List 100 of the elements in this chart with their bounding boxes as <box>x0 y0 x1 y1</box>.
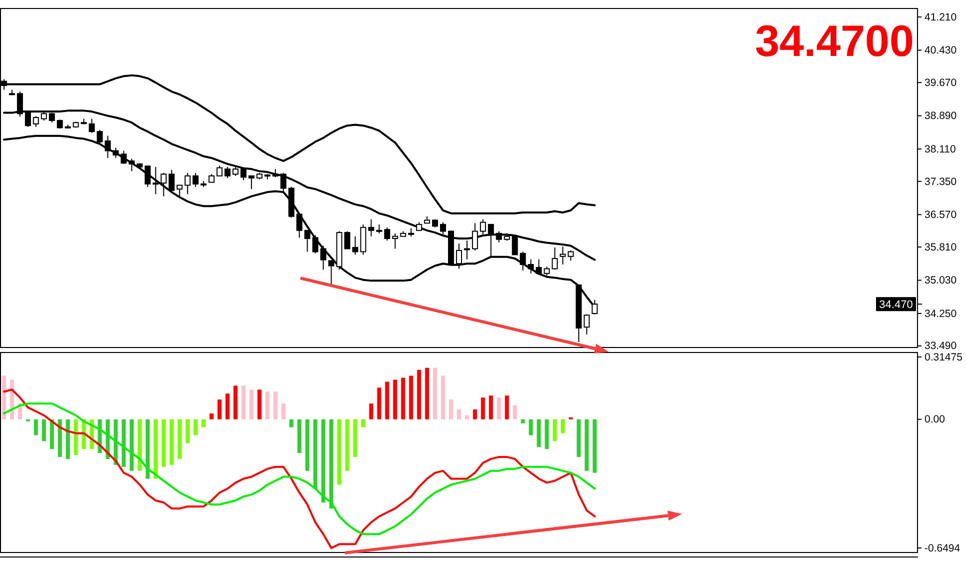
bar <box>464 415 469 420</box>
bar <box>512 405 517 420</box>
candlestick <box>248 175 254 190</box>
bar <box>138 419 142 471</box>
line-series <box>2 388 596 550</box>
y-tick-label: 39.670 <box>924 76 957 89</box>
bar <box>154 419 158 479</box>
bar <box>377 388 382 420</box>
candlestick <box>312 234 318 254</box>
y-tick-label: 33.490 <box>924 340 957 352</box>
annotation: 34.4700 <box>754 17 914 66</box>
candlestick <box>88 118 95 134</box>
bar <box>2 376 6 420</box>
candlestick <box>488 224 494 257</box>
candlestick <box>496 230 502 243</box>
bar <box>42 419 46 442</box>
candlestick <box>168 169 175 192</box>
candlestick <box>520 251 526 271</box>
annotation: 34.470 <box>879 298 913 311</box>
bar <box>592 419 597 473</box>
bar <box>496 398 501 420</box>
bar <box>353 419 358 457</box>
bar <box>584 419 589 471</box>
candlestick <box>240 167 246 181</box>
y-tick-label: 41.210 <box>924 11 957 24</box>
bar <box>305 419 310 471</box>
candlestick <box>176 184 183 197</box>
bar <box>146 419 150 479</box>
bar <box>297 419 302 453</box>
bar <box>218 400 222 420</box>
bar <box>130 419 134 471</box>
bar <box>552 419 557 442</box>
bar <box>441 376 446 420</box>
y-tick-label: 34.250 <box>924 308 957 320</box>
bar <box>249 390 254 420</box>
bar <box>504 396 509 420</box>
candlestick <box>224 166 231 178</box>
y-tick-label: 37.350 <box>924 176 957 188</box>
bar <box>457 409 461 420</box>
candlestick <box>296 212 302 238</box>
candlestick <box>440 222 446 235</box>
candlestick <box>128 158 135 172</box>
candlestick <box>552 246 558 270</box>
candlestick <box>536 258 542 276</box>
bar <box>34 419 38 436</box>
candlestick <box>280 172 286 192</box>
y-tick-label: 0.00 <box>924 414 946 426</box>
bar <box>385 382 390 420</box>
bar <box>401 378 406 420</box>
y-tick-label: 0.31475 <box>924 351 963 364</box>
bar <box>409 376 414 420</box>
bar <box>178 419 182 459</box>
candlestick <box>192 172 199 188</box>
bar <box>361 419 366 428</box>
bar <box>417 370 422 420</box>
bar <box>576 419 581 457</box>
candlestick <box>512 236 518 256</box>
bar <box>425 368 430 420</box>
candlestick <box>32 116 39 128</box>
bar <box>58 419 62 457</box>
bar <box>281 403 286 420</box>
bar <box>162 419 166 467</box>
y-tick-label: 40.430 <box>924 44 957 57</box>
bar <box>241 386 246 420</box>
bar <box>233 386 238 420</box>
candlestick <box>48 112 55 124</box>
bar <box>560 419 565 434</box>
bar <box>393 380 398 420</box>
bar <box>265 392 270 420</box>
bar <box>528 419 533 436</box>
bar <box>337 419 342 485</box>
candlestick <box>144 166 151 188</box>
bar <box>257 390 262 420</box>
candlestick <box>216 165 223 176</box>
bar <box>202 419 206 428</box>
candlestick <box>184 172 191 195</box>
bar <box>536 419 541 448</box>
bar <box>321 419 326 502</box>
candlestick <box>304 230 310 252</box>
candlestick <box>152 166 159 195</box>
bar <box>472 409 477 420</box>
bar <box>273 392 278 420</box>
candlestick <box>584 314 590 335</box>
bar <box>313 419 318 489</box>
bar <box>122 419 126 467</box>
bar <box>289 419 294 428</box>
bar <box>520 419 525 424</box>
candlestick <box>528 258 534 274</box>
candlestick <box>368 218 374 237</box>
y-tick-label: 35.030 <box>924 274 957 287</box>
y-tick-label: 36.570 <box>924 209 957 221</box>
bar <box>186 419 190 444</box>
candlestick <box>384 226 390 242</box>
candlestick <box>472 222 478 251</box>
bar <box>449 400 454 420</box>
bar <box>226 394 230 420</box>
bar <box>66 419 70 459</box>
bar <box>50 419 54 450</box>
candlestick <box>568 250 574 262</box>
bar <box>345 419 350 471</box>
